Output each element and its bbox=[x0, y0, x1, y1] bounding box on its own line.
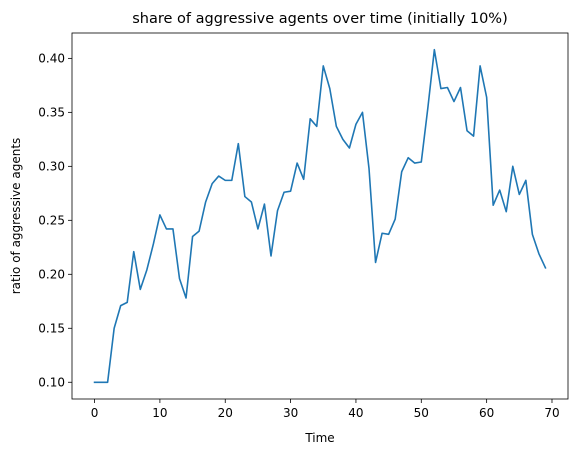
y-tick-label: 0.35 bbox=[38, 106, 65, 120]
x-tick-label: 60 bbox=[479, 406, 494, 420]
y-tick-label: 0.40 bbox=[38, 52, 65, 66]
plot-frame bbox=[71, 32, 569, 400]
series-layer bbox=[93, 48, 547, 384]
y-axis-title: ratio of aggressive agents bbox=[9, 138, 23, 295]
x-tick-label: 0 bbox=[91, 406, 99, 420]
y-tick-label: 0.10 bbox=[38, 376, 65, 390]
y-tick-label: 0.15 bbox=[38, 322, 65, 336]
series-line-0 bbox=[93, 48, 547, 384]
x-tick-label: 70 bbox=[544, 406, 559, 420]
x-tick-label: 30 bbox=[283, 406, 298, 420]
y-tick-label: 0.25 bbox=[38, 214, 65, 228]
x-tick-label: 20 bbox=[218, 406, 233, 420]
x-tick-label: 10 bbox=[152, 406, 167, 420]
ticks-layer: 0 10 20 30 40 50 60 70 0.10 0.15 0.20 0.25 0.30 0.35 0… bbox=[38, 52, 559, 420]
chart-title: share of aggressive agents over time (in… bbox=[132, 11, 508, 27]
x-tick-label: 40 bbox=[348, 406, 363, 420]
y-tick-label: 0.20 bbox=[38, 268, 65, 282]
y-tick-label: 0.30 bbox=[38, 160, 65, 174]
x-axis-title: Time bbox=[304, 431, 334, 445]
x-tick-label: 50 bbox=[414, 406, 429, 420]
